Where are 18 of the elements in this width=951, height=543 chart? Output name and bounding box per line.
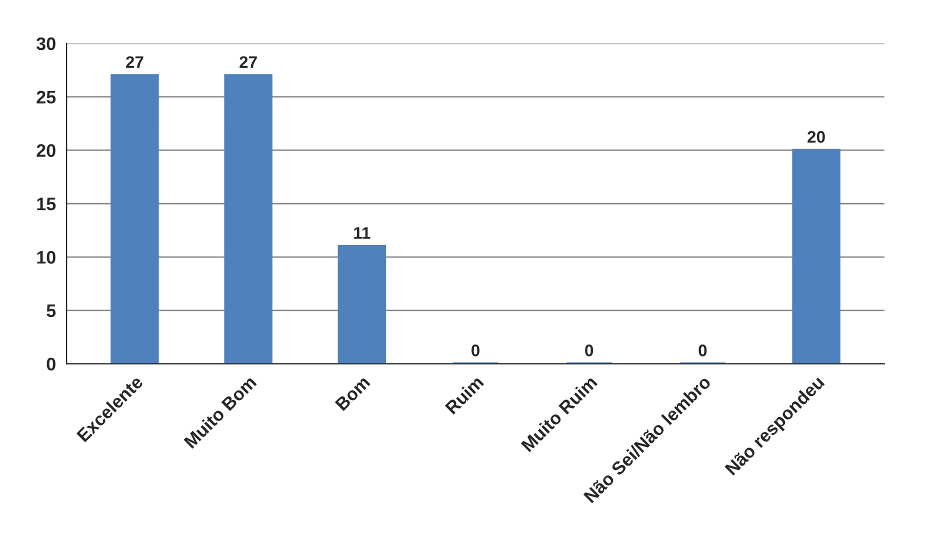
- bar: [792, 148, 840, 364]
- bar: [338, 244, 386, 364]
- data-label: 0: [472, 344, 480, 356]
- data-label: 20: [808, 130, 825, 143]
- data-label: 27: [240, 56, 257, 68]
- y-tick-label: 15: [37, 198, 56, 210]
- y-tick-label: 25: [36, 90, 56, 104]
- y-tick-label: 30: [36, 37, 56, 50]
- y-tick-label: 10: [37, 250, 56, 264]
- bar: [224, 74, 272, 364]
- bar: [110, 74, 159, 364]
- data-label: 11: [354, 227, 370, 239]
- data-label: 0: [698, 344, 707, 356]
- y-tick-label: 5: [46, 304, 56, 318]
- y-tick-label: 20: [36, 144, 56, 157]
- y-tick-label: 0: [46, 358, 56, 371]
- data-label: 27: [126, 56, 144, 68]
- data-label: 0: [585, 344, 594, 356]
